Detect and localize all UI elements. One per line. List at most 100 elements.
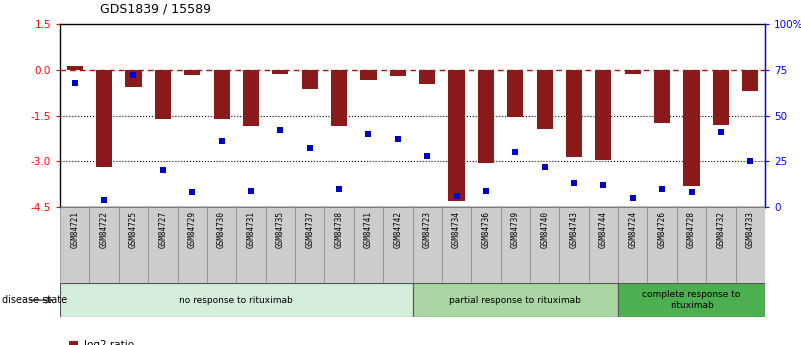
Bar: [390, 70, 406, 76]
Bar: [471, 207, 501, 283]
Text: GSM84734: GSM84734: [452, 211, 461, 248]
Bar: [184, 70, 200, 75]
Bar: [324, 207, 354, 283]
Point: [274, 127, 287, 133]
Text: ■: ■: [68, 338, 79, 345]
Bar: [236, 207, 266, 283]
Point: [304, 146, 316, 151]
Bar: [66, 66, 83, 70]
Text: no response to rituximab: no response to rituximab: [179, 296, 293, 305]
Text: GSM84741: GSM84741: [364, 211, 373, 248]
Point: [421, 153, 433, 159]
Text: GSM84726: GSM84726: [658, 211, 666, 248]
Text: GSM84739: GSM84739: [511, 211, 520, 248]
Text: complete response to
rituximab: complete response to rituximab: [642, 290, 741, 310]
Point: [597, 182, 610, 188]
Point: [568, 180, 581, 186]
Point: [744, 158, 757, 164]
Bar: [507, 70, 523, 117]
Point: [332, 186, 345, 191]
Text: disease state: disease state: [2, 295, 66, 305]
Bar: [449, 70, 465, 201]
Bar: [272, 70, 288, 73]
Bar: [530, 207, 559, 283]
Bar: [595, 70, 611, 160]
Bar: [148, 207, 178, 283]
Text: GSM84744: GSM84744: [599, 211, 608, 248]
Point: [244, 188, 257, 193]
Point: [392, 137, 405, 142]
Bar: [243, 70, 259, 126]
Bar: [743, 70, 759, 91]
Bar: [647, 207, 677, 283]
Bar: [360, 70, 376, 80]
Text: GSM84737: GSM84737: [305, 211, 314, 248]
Bar: [331, 70, 347, 126]
Bar: [735, 207, 765, 283]
Bar: [214, 70, 230, 119]
Text: GSM84729: GSM84729: [187, 211, 197, 248]
Bar: [354, 207, 383, 283]
Bar: [419, 70, 435, 83]
Bar: [207, 207, 236, 283]
Bar: [295, 207, 324, 283]
Text: GSM84742: GSM84742: [393, 211, 402, 248]
Bar: [501, 207, 530, 283]
Bar: [60, 207, 90, 283]
Bar: [442, 207, 471, 283]
Text: GSM84724: GSM84724: [628, 211, 638, 248]
Text: GSM84738: GSM84738: [335, 211, 344, 248]
Bar: [654, 70, 670, 123]
Point: [215, 138, 228, 144]
Bar: [713, 70, 729, 125]
Point: [186, 190, 199, 195]
Text: GSM84730: GSM84730: [217, 211, 226, 248]
Bar: [60, 283, 413, 317]
Point: [362, 131, 375, 137]
Bar: [618, 207, 647, 283]
Bar: [625, 70, 641, 73]
Bar: [537, 70, 553, 129]
Point: [98, 197, 111, 203]
Text: GSM84722: GSM84722: [99, 211, 109, 248]
Point: [450, 193, 463, 199]
Text: GSM84732: GSM84732: [716, 211, 726, 248]
Bar: [126, 70, 142, 87]
Text: GSM84721: GSM84721: [70, 211, 79, 248]
Text: GSM84733: GSM84733: [746, 211, 755, 248]
Bar: [559, 207, 589, 283]
Bar: [566, 70, 582, 157]
Bar: [413, 207, 442, 283]
Point: [714, 129, 727, 135]
Bar: [589, 207, 618, 283]
Text: GSM84740: GSM84740: [540, 211, 549, 248]
Bar: [677, 207, 706, 283]
Point: [509, 149, 521, 155]
Text: GSM84723: GSM84723: [423, 211, 432, 248]
Point: [656, 186, 669, 191]
Bar: [178, 207, 207, 283]
Point: [538, 164, 551, 169]
Text: GSM84725: GSM84725: [129, 211, 138, 248]
Text: GSM84731: GSM84731: [247, 211, 256, 248]
Text: log2 ratio: log2 ratio: [84, 340, 135, 345]
Text: GSM84735: GSM84735: [276, 211, 285, 248]
Bar: [266, 207, 295, 283]
Point: [156, 168, 169, 173]
Text: GSM84728: GSM84728: [687, 211, 696, 248]
Point: [68, 80, 81, 86]
Bar: [119, 207, 148, 283]
Point: [480, 188, 493, 193]
Bar: [413, 283, 618, 317]
Point: [685, 190, 698, 195]
Bar: [706, 207, 735, 283]
Text: GSM84736: GSM84736: [481, 211, 490, 248]
Text: GSM84727: GSM84727: [159, 211, 167, 248]
Bar: [618, 283, 765, 317]
Point: [127, 72, 140, 78]
Text: GSM84743: GSM84743: [570, 211, 578, 248]
Bar: [90, 207, 119, 283]
Text: partial response to rituximab: partial response to rituximab: [449, 296, 582, 305]
Bar: [302, 70, 318, 89]
Bar: [96, 70, 112, 167]
